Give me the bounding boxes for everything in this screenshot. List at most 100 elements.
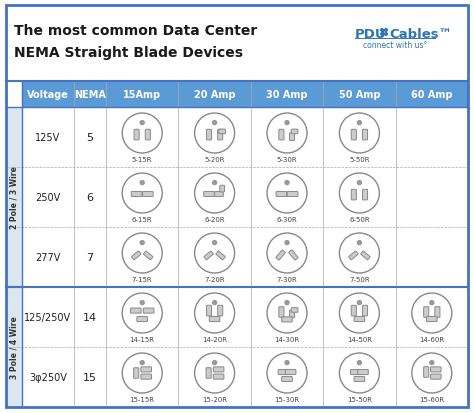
- Text: 60 Amp: 60 Amp: [411, 90, 453, 100]
- Circle shape: [195, 293, 235, 333]
- FancyBboxPatch shape: [279, 130, 284, 140]
- FancyBboxPatch shape: [351, 190, 356, 200]
- FancyBboxPatch shape: [143, 192, 153, 197]
- Text: 14-30R: 14-30R: [274, 336, 300, 342]
- FancyBboxPatch shape: [145, 130, 150, 140]
- FancyBboxPatch shape: [207, 306, 211, 316]
- FancyBboxPatch shape: [137, 317, 147, 322]
- Circle shape: [357, 121, 361, 125]
- Circle shape: [267, 293, 307, 333]
- Circle shape: [213, 241, 217, 245]
- FancyBboxPatch shape: [354, 317, 365, 322]
- Circle shape: [195, 173, 235, 214]
- FancyBboxPatch shape: [282, 317, 292, 322]
- FancyBboxPatch shape: [206, 368, 211, 378]
- Circle shape: [285, 361, 289, 365]
- Text: Voltage: Voltage: [27, 90, 69, 100]
- Text: 15-30R: 15-30R: [274, 396, 300, 402]
- FancyBboxPatch shape: [279, 307, 284, 318]
- Circle shape: [357, 181, 361, 185]
- FancyBboxPatch shape: [354, 377, 365, 382]
- FancyBboxPatch shape: [349, 252, 358, 260]
- Circle shape: [339, 233, 379, 273]
- Text: 250V: 250V: [36, 192, 61, 202]
- FancyBboxPatch shape: [141, 367, 152, 372]
- FancyBboxPatch shape: [285, 370, 296, 375]
- Text: 7-30R: 7-30R: [277, 276, 297, 282]
- Circle shape: [195, 353, 235, 393]
- Circle shape: [267, 233, 307, 273]
- FancyBboxPatch shape: [278, 370, 289, 375]
- FancyBboxPatch shape: [213, 374, 224, 379]
- Circle shape: [122, 173, 162, 214]
- Circle shape: [267, 353, 307, 393]
- FancyBboxPatch shape: [131, 192, 142, 197]
- Text: 30 Amp: 30 Amp: [266, 90, 308, 100]
- Circle shape: [339, 353, 379, 393]
- Text: 15-20R: 15-20R: [202, 396, 227, 402]
- Circle shape: [285, 121, 289, 125]
- Text: 15-60R: 15-60R: [419, 396, 444, 402]
- Text: 3φ250V: 3φ250V: [29, 372, 67, 382]
- Text: 50 Amp: 50 Amp: [338, 90, 380, 100]
- Circle shape: [430, 301, 434, 305]
- FancyBboxPatch shape: [215, 192, 223, 197]
- FancyBboxPatch shape: [282, 377, 292, 382]
- Text: 7-50R: 7-50R: [349, 276, 370, 282]
- Text: 14-15R: 14-15R: [130, 336, 155, 342]
- FancyBboxPatch shape: [424, 307, 429, 318]
- Text: NEMA Straight Blade Devices: NEMA Straight Blade Devices: [14, 46, 243, 60]
- Circle shape: [213, 361, 217, 365]
- FancyBboxPatch shape: [350, 370, 361, 375]
- FancyBboxPatch shape: [276, 192, 287, 197]
- Text: 7: 7: [86, 252, 93, 262]
- Text: NEMA: NEMA: [74, 90, 106, 100]
- Text: 14-60R: 14-60R: [419, 336, 444, 342]
- FancyBboxPatch shape: [430, 367, 441, 372]
- Circle shape: [140, 121, 144, 125]
- Circle shape: [430, 361, 434, 365]
- Text: PDU: PDU: [355, 27, 387, 40]
- Text: 6-50R: 6-50R: [349, 216, 370, 223]
- Text: 15: 15: [83, 372, 97, 382]
- FancyBboxPatch shape: [427, 317, 437, 322]
- Bar: [22, 82, 468, 108]
- Circle shape: [140, 361, 144, 365]
- FancyBboxPatch shape: [361, 252, 370, 260]
- Text: 5-15R: 5-15R: [132, 157, 153, 163]
- FancyBboxPatch shape: [351, 306, 356, 316]
- Circle shape: [339, 114, 379, 154]
- Circle shape: [122, 293, 162, 333]
- Circle shape: [195, 114, 235, 154]
- Text: 5-20R: 5-20R: [204, 157, 225, 163]
- Circle shape: [267, 173, 307, 214]
- Text: Cables™: Cables™: [389, 27, 452, 40]
- FancyBboxPatch shape: [141, 374, 152, 379]
- Circle shape: [357, 361, 361, 365]
- FancyBboxPatch shape: [363, 190, 367, 200]
- FancyBboxPatch shape: [204, 252, 213, 260]
- FancyBboxPatch shape: [134, 368, 139, 378]
- Circle shape: [285, 241, 289, 245]
- Text: 6: 6: [86, 192, 93, 202]
- FancyBboxPatch shape: [218, 306, 223, 316]
- FancyBboxPatch shape: [204, 192, 214, 197]
- FancyBboxPatch shape: [290, 311, 294, 318]
- FancyBboxPatch shape: [358, 370, 368, 375]
- Circle shape: [213, 301, 217, 305]
- Text: 125/250V: 125/250V: [25, 312, 72, 322]
- FancyBboxPatch shape: [213, 367, 224, 372]
- Circle shape: [213, 121, 217, 125]
- Text: 277V: 277V: [35, 252, 61, 262]
- FancyBboxPatch shape: [363, 130, 367, 140]
- Text: 15-15R: 15-15R: [130, 396, 155, 402]
- Text: 2 Pole / 3 Wire: 2 Pole / 3 Wire: [9, 166, 18, 229]
- Circle shape: [357, 241, 361, 245]
- FancyBboxPatch shape: [220, 186, 225, 192]
- FancyBboxPatch shape: [143, 308, 154, 313]
- FancyBboxPatch shape: [435, 307, 440, 318]
- FancyBboxPatch shape: [132, 252, 141, 260]
- Text: 14-50R: 14-50R: [347, 336, 372, 342]
- Text: 15-50R: 15-50R: [347, 396, 372, 402]
- Circle shape: [412, 353, 452, 393]
